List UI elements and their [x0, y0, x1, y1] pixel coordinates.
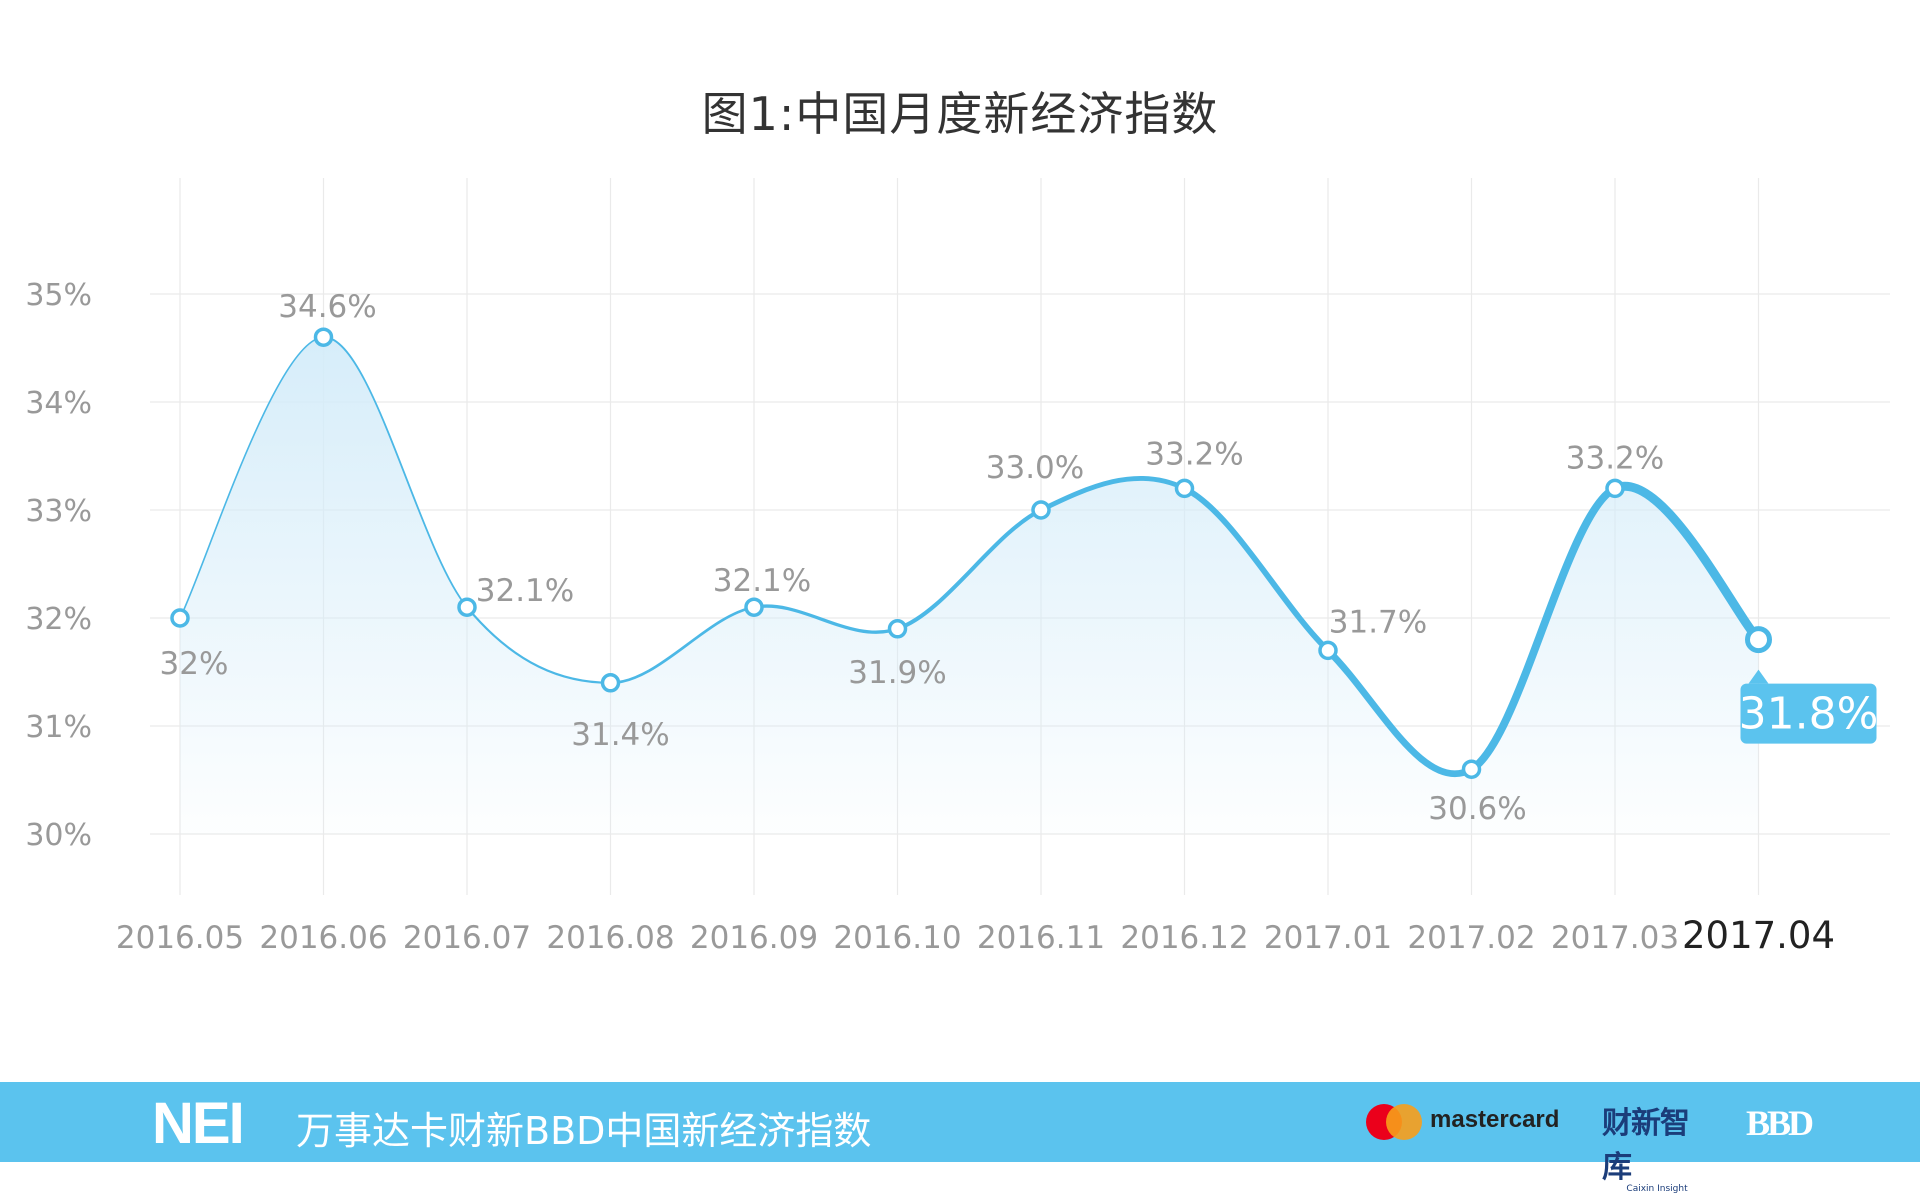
highlight-callout-box	[1740, 683, 1877, 744]
caixin-logo-cn: 财新智库	[1602, 1106, 1690, 1185]
data-point	[170, 608, 190, 628]
nei-logo: NEI	[152, 1091, 245, 1156]
data-point	[1318, 640, 1338, 661]
y-tick-label: 34%	[25, 386, 92, 421]
chart-title: 图1:中国月度新经济指数	[701, 87, 1219, 141]
x-tick-label: 2016.08	[546, 920, 674, 956]
x-tick-label: 2017.02	[1407, 920, 1535, 956]
data-point	[1605, 478, 1625, 499]
data-point	[313, 327, 334, 347]
data-label: 33.2%	[1145, 436, 1243, 472]
data-point	[744, 597, 764, 617]
data-point	[1461, 759, 1482, 779]
series-line-segment	[179, 336, 325, 619]
y-tick-label: 35%	[25, 278, 92, 313]
y-tick-label: 31%	[25, 710, 92, 745]
footer-title: 万事达卡财新BBD中国新经济指数	[296, 1109, 872, 1153]
data-label: 34.6%	[278, 289, 376, 325]
x-tick-label: 2016.07	[403, 920, 531, 956]
data-label: 30.6%	[1428, 791, 1526, 827]
series-line-segment	[895, 507, 1044, 631]
data-label: 32%	[160, 646, 229, 682]
footer-banner: NEI 万事达卡财新BBD中国新经济指数 mastercard 财新智库 Cai…	[0, 1082, 1920, 1194]
area-fill	[180, 337, 1759, 834]
data-label: 32.1%	[713, 563, 811, 599]
data-label: 31.7%	[1329, 604, 1427, 640]
data-point	[887, 619, 908, 639]
x-tick-label: 2017.04	[1682, 914, 1835, 957]
x-tick-label: 2017.01	[1264, 920, 1392, 956]
highlight-callout-pointer	[1748, 669, 1769, 684]
x-tick-label: 2016.09	[690, 920, 818, 956]
data-label: 31.9%	[848, 655, 946, 691]
y-tick-label: 33%	[25, 494, 92, 529]
data-label: 32.1%	[476, 573, 574, 609]
data-label: 31.4%	[571, 717, 669, 753]
x-tick-label: 2016.12	[1120, 920, 1248, 956]
data-point	[457, 597, 477, 617]
series-line-segment	[1181, 485, 1331, 654]
data-point	[1031, 500, 1051, 520]
series-line-segment	[1467, 484, 1619, 774]
mastercard-wordmark: mastercard	[1430, 1106, 1560, 1133]
x-tick-label: 2016.11	[977, 920, 1105, 956]
data-label: 33.0%	[986, 450, 1084, 486]
data-point	[1745, 626, 1772, 654]
y-tick-label: 30%	[25, 818, 92, 853]
data-point	[1174, 478, 1195, 499]
series-line-segment	[465, 606, 612, 684]
y-tick-label: 32%	[25, 602, 92, 637]
series-line-segment	[1324, 647, 1475, 778]
line-chart: 32% 34.6% 32.1% 31.4% 32.1% 31.9% 33.0% 33.2% 31…	[25, 178, 1890, 957]
x-tick-label: 2016.06	[259, 920, 387, 956]
series-line-segment	[322, 336, 468, 609]
x-tick-label: 2016.05	[116, 920, 244, 956]
series-line-segment	[752, 604, 900, 634]
data-label: 33.2%	[1566, 440, 1664, 476]
x-tick-label: 2017.03	[1551, 920, 1679, 956]
series-line-segment	[1038, 475, 1187, 513]
caixin-insight-logo: 财新智库 Caixin Insight	[1602, 1098, 1712, 1194]
mastercard-logo-icon	[1366, 1104, 1422, 1140]
highlight-data-label: 31.8%	[1739, 689, 1879, 740]
bbd-logo: BBD	[1746, 1103, 1814, 1143]
x-tick-label: 2016.10	[833, 920, 961, 956]
series-line-segment	[609, 605, 756, 685]
series-line-segment	[1610, 481, 1763, 645]
data-point	[600, 673, 621, 693]
